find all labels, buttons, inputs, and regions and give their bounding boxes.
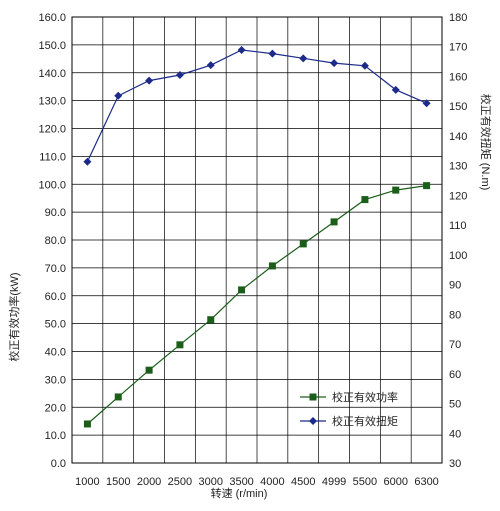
torque-data-point [299, 54, 308, 63]
x-axis-title: 转速 (r/min) [211, 486, 268, 500]
left-axis-ticks: 0.0 10.0 20.0 30.0 40.0 50.0 60.0 70.0 80.0 90.0 1… [38, 12, 66, 470]
torque-data-point [360, 61, 369, 70]
torque-data-point [237, 46, 246, 55]
right-tick-label: 170 [449, 42, 467, 54]
right-tick-label: 80 [449, 309, 461, 321]
left-tick-label: 120.0 [38, 124, 66, 136]
left-tick-label: 20.0 [45, 402, 66, 414]
left-tick-label: 100.0 [38, 179, 66, 191]
power-series-line [87, 185, 427, 425]
x-tick-label: 4999 [322, 476, 346, 488]
right-tick-label: 160 [449, 71, 467, 83]
x-tick-label: 3000 [199, 476, 223, 488]
right-tick-label: 70 [449, 339, 461, 351]
torque-series-line [86, 49, 427, 163]
left-tick-label: 30.0 [45, 374, 66, 386]
grid-lines [72, 17, 442, 463]
left-tick-label: 110.0 [39, 151, 66, 163]
x-tick-label: 3500 [229, 476, 253, 488]
x-tick-label: 2000 [137, 476, 161, 488]
right-tick-label: 90 [449, 280, 461, 292]
left-tick-label: 160.0 [38, 12, 66, 24]
left-tick-label: 150.0 [38, 40, 66, 52]
right-tick-label: 60 [449, 369, 461, 381]
x-axis-ticks: 1000 1500 2000 2500 3000 3500 4000 4500 4999 5500… [75, 476, 439, 488]
left-tick-label: 40.0 [45, 347, 66, 359]
torque-data-point [175, 70, 184, 79]
power-data-point [268, 262, 276, 270]
right-tick-label: 30 [449, 458, 461, 470]
left-tick-label: 50.0 [45, 319, 66, 331]
power-data-point [299, 240, 307, 248]
x-tick-label: 2500 [168, 476, 192, 488]
series-layer [83, 46, 431, 428]
left-tick-label: 10.0 [45, 430, 66, 442]
left-tick-label: 70.0 [45, 263, 66, 275]
legend: 校正有效功率 校正有效扭矩 [300, 390, 398, 428]
left-tick-label: 80.0 [45, 235, 66, 247]
torque-data-point [83, 157, 92, 166]
right-axis-title: 校正有效扭矩 (N.m) [479, 94, 493, 191]
power-data-point [392, 186, 400, 194]
right-axis-ticks: 30 40 50 60 70 80 90 100 110 120 130 140 150 160 170 18… [449, 12, 467, 470]
legend-label-torque: 校正有效扭矩 [332, 414, 398, 428]
x-tick-label: 5500 [353, 476, 377, 488]
right-tick-label: 40 [449, 428, 461, 440]
torque-data-point [145, 76, 154, 85]
left-tick-label: 0.0 [51, 458, 66, 470]
left-axis-title: 校正有效功率(kW) [7, 272, 21, 361]
torque-data-point [114, 91, 123, 100]
x-tick-label: 4000 [260, 476, 284, 488]
power-data-point [114, 393, 122, 401]
right-tick-label: 120 [449, 190, 467, 202]
power-data-point [423, 182, 431, 190]
power-data-point [238, 286, 246, 294]
torque-data-point [330, 59, 339, 68]
power-data-point [145, 366, 153, 374]
power-data-point [361, 196, 369, 204]
torque-data-point [422, 99, 431, 108]
x-tick-label: 6000 [384, 476, 408, 488]
left-tick-label: 60.0 [45, 291, 66, 303]
right-tick-label: 50 [449, 399, 461, 411]
legend-label-power: 校正有效功率 [332, 390, 398, 404]
power-data-point [83, 420, 91, 428]
right-tick-label: 180 [449, 12, 467, 24]
left-tick-label: 90.0 [45, 207, 66, 219]
power-data-point [330, 218, 338, 226]
x-tick-label: 1000 [75, 476, 99, 488]
power-data-point [176, 341, 184, 349]
legend-swatch-torque-marker [309, 417, 317, 425]
torque-data-point [268, 49, 277, 58]
right-tick-label: 140 [449, 131, 467, 143]
left-tick-label: 140.0 [38, 68, 66, 80]
power-data-point [207, 316, 215, 324]
torque-data-point [206, 61, 215, 70]
right-tick-label: 100 [449, 250, 467, 262]
right-tick-label: 130 [449, 161, 467, 173]
x-tick-label: 1500 [106, 476, 130, 488]
left-tick-label: 130.0 [38, 96, 66, 108]
legend-swatch-power-marker [309, 393, 317, 401]
right-tick-label: 110 [449, 220, 467, 232]
x-tick-label: 4500 [291, 476, 315, 488]
x-tick-label: 6300 [414, 476, 438, 488]
torque-data-point [391, 85, 400, 94]
right-tick-label: 150 [449, 101, 467, 113]
